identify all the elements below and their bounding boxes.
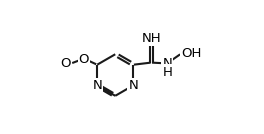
Text: O: O <box>79 53 89 66</box>
Text: NH: NH <box>142 32 161 45</box>
Text: O: O <box>60 57 71 70</box>
Text: OH: OH <box>181 47 202 60</box>
Text: H: H <box>162 66 172 79</box>
Text: N: N <box>92 79 102 92</box>
Text: N: N <box>163 57 172 70</box>
Text: N: N <box>128 79 138 92</box>
